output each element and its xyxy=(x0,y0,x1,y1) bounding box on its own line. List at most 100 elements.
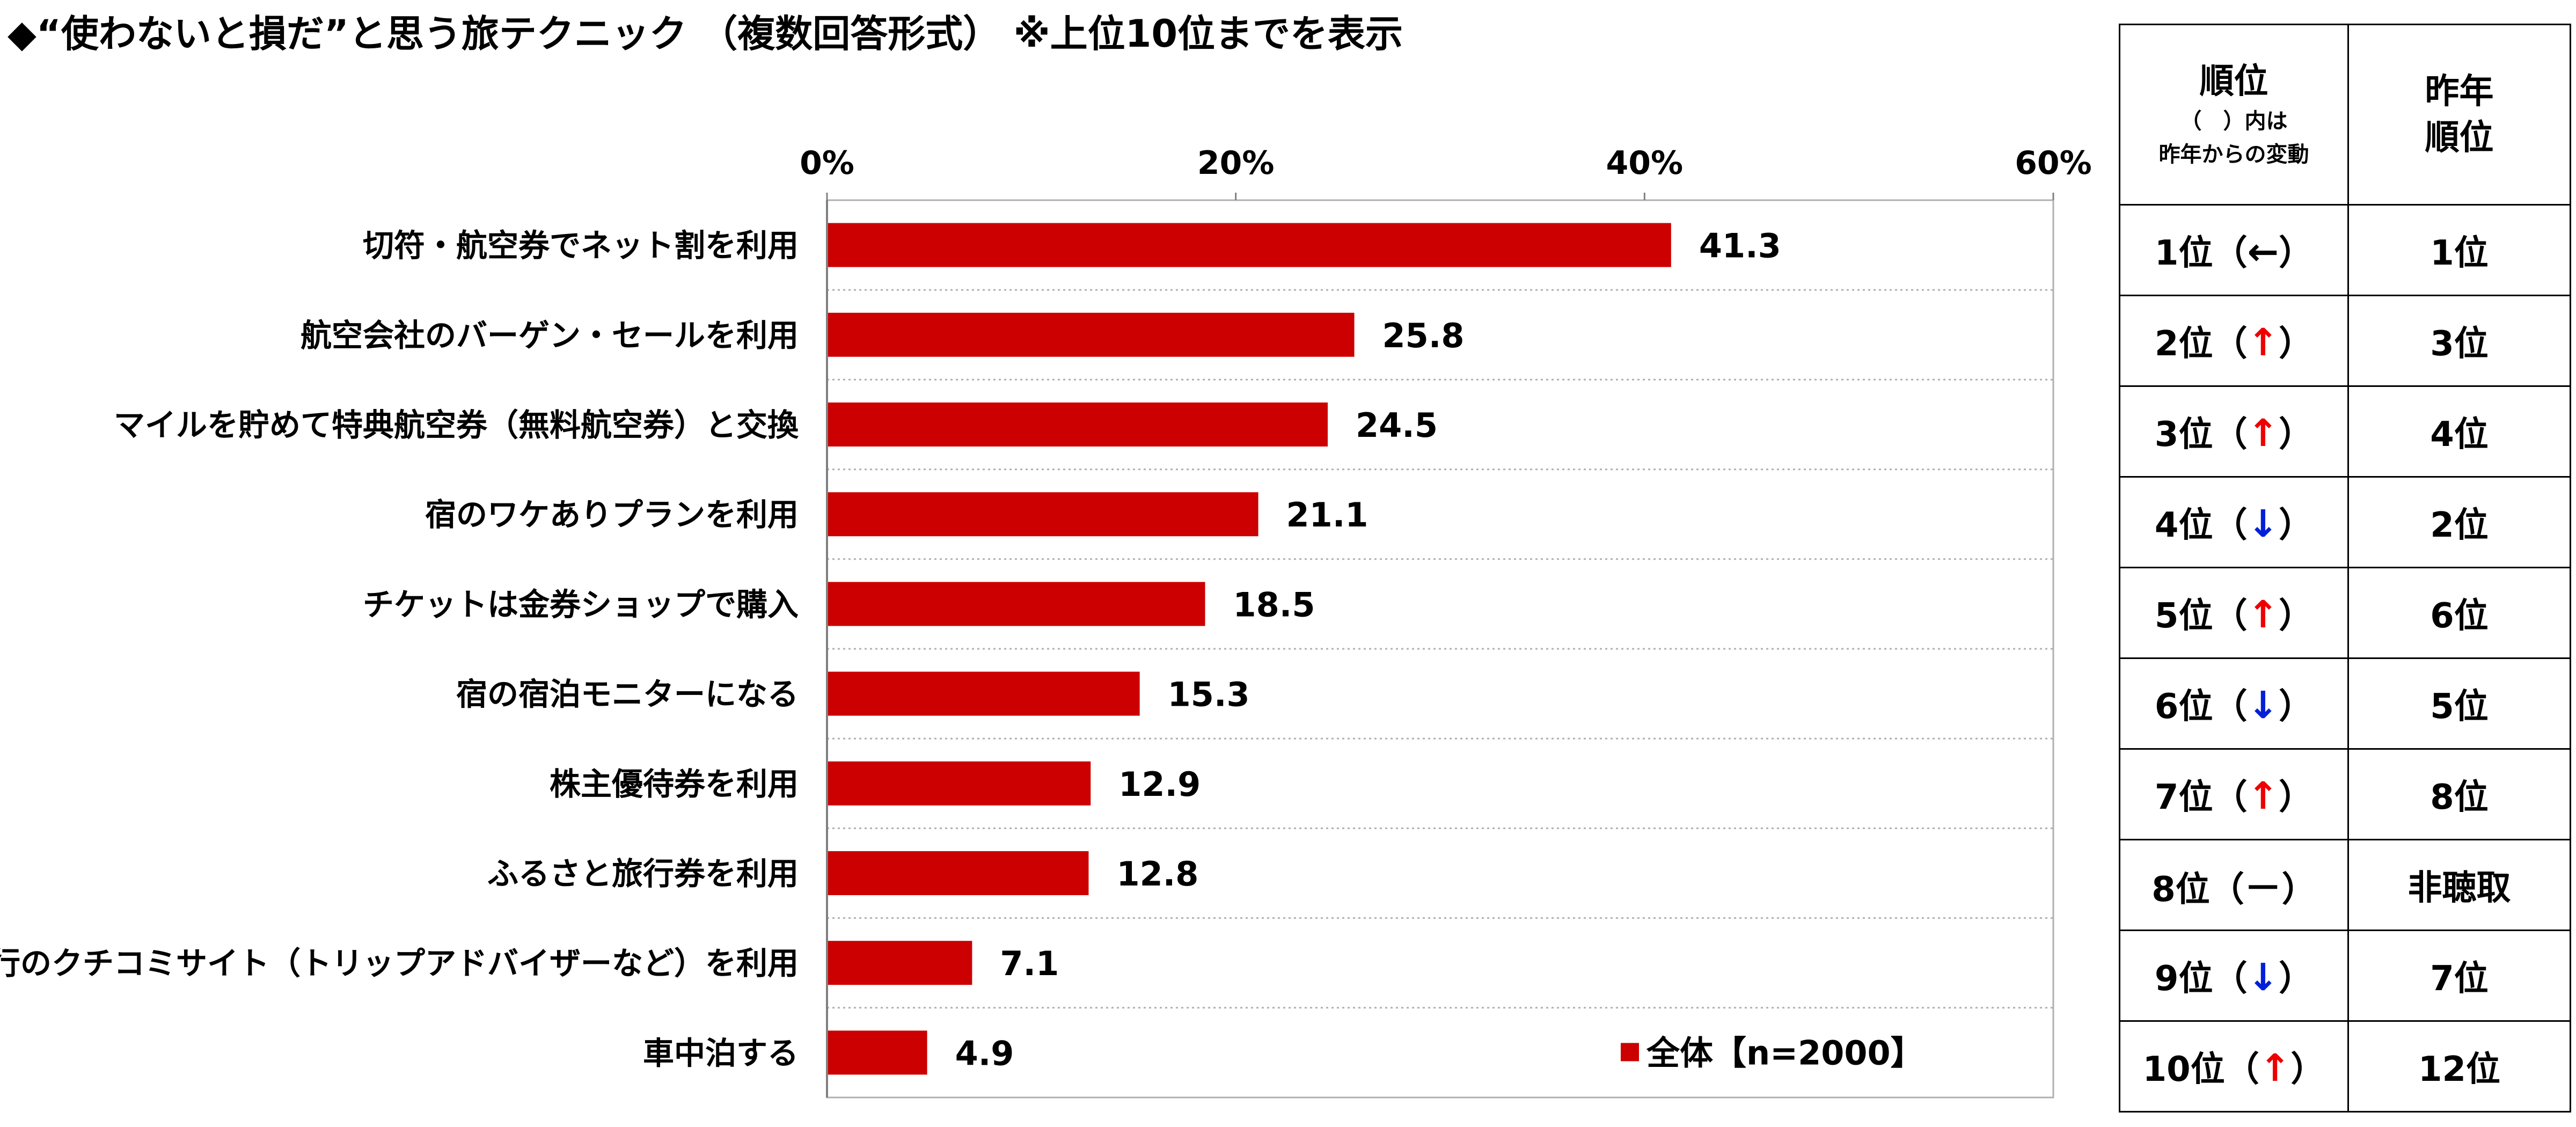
legend-swatch xyxy=(1621,1043,1639,1062)
rank-cell: 3位（↑） xyxy=(2119,385,2349,478)
previous-rank-cell: 非聴取 xyxy=(2347,839,2571,931)
rank-row: 7位（↑） 8位 xyxy=(2119,748,2571,840)
rank-cell: 9位（↓） xyxy=(2119,930,2349,1022)
x-tick-label: 0% xyxy=(800,144,854,182)
rank-open-paren: （ xyxy=(2213,778,2248,817)
previous-rank-cell: 12位 xyxy=(2347,1020,2571,1113)
rank-cell: 10位（↑） xyxy=(2119,1020,2349,1113)
category-label: チケットは金券ショップで購入 xyxy=(363,586,799,623)
up-arrow-icon: ↑ xyxy=(2247,592,2279,636)
rank-cell: 4位（↓） xyxy=(2119,476,2349,568)
rank-close-paren: ） xyxy=(2279,959,2314,999)
left-arrow-icon: ← xyxy=(2247,230,2279,274)
category-label: 旅行のクチコミサイト（トリップアドバイザーなど）を利用 xyxy=(0,945,799,982)
bar xyxy=(828,402,1328,447)
data-label: 12.8 xyxy=(1116,854,1198,894)
category-label: 切符・航空券でネット割を利用 xyxy=(363,228,799,264)
rank-value: 1位 xyxy=(2154,233,2213,273)
rank-value: 4位 xyxy=(2154,506,2213,545)
previous-rank-cell: 6位 xyxy=(2347,567,2571,659)
previous-rank-cell: 2位 xyxy=(2347,476,2571,568)
data-label: 12.9 xyxy=(1118,765,1201,804)
previous-rank-cell: 3位 xyxy=(2347,295,2571,387)
rank-open-paren: （ xyxy=(2213,233,2248,273)
data-label: 7.1 xyxy=(1000,944,1059,983)
bar xyxy=(828,851,1089,895)
rank-row: 5位（↑） 6位 xyxy=(2119,567,2571,659)
rank-row: 4位（↓） 2位 xyxy=(2119,476,2571,568)
bar xyxy=(828,582,1205,626)
rank-cell: 2位（↑） xyxy=(2119,295,2349,387)
rank-value: 6位 xyxy=(2154,687,2213,727)
rank-close-paren: ） xyxy=(2279,778,2314,817)
data-label: 15.3 xyxy=(1168,675,1250,714)
rank-table-body: 1位（←） 1位 2位（↑） 3位 3位（↑） 4位 4位（↓） 2位 5位（↑） 6位 6位（↓）… xyxy=(2119,204,2571,1113)
rank-value: 2位 xyxy=(2154,324,2213,364)
rank-row: 10位（↑） 12位 xyxy=(2119,1020,2571,1113)
rank-value: 8位 xyxy=(2151,869,2210,910)
legend-label: 全体【n=2000】 xyxy=(1646,1033,1924,1072)
rank-row: 9位（↓） 7位 xyxy=(2119,930,2571,1022)
category-label: 宿の宿泊モニターになる xyxy=(456,676,799,713)
previous-rank-cell: 1位 xyxy=(2347,204,2571,296)
bar xyxy=(828,223,1671,267)
bar-chart: 0% 20% 40% 60% 切符・航空券でネット割を利用 41.3 航空会社のバーゲン・セ… xyxy=(0,144,2092,1099)
category-label: 宿のワケありプランを利用 xyxy=(425,496,799,533)
rank-header-title: 順位 xyxy=(2199,61,2268,101)
rank-row: 3位（↑） 4位 xyxy=(2119,385,2571,478)
rank-table-header: 順位 （ ）内は 昨年からの変動 昨年 順位 xyxy=(2119,24,2571,206)
rank-value: 10位 xyxy=(2142,1050,2225,1089)
data-label: 25.8 xyxy=(1382,316,1465,355)
x-tick-label: 20% xyxy=(1197,144,1275,182)
bar xyxy=(828,312,1355,357)
bar xyxy=(828,941,972,985)
rank-value: 3位 xyxy=(2154,415,2213,455)
x-tick-label: 60% xyxy=(2015,144,2092,182)
rank-table: 順位 （ ）内は 昨年からの変動 昨年 順位 1位（←） 1位 2位（↑） 3位 3位（… xyxy=(2119,24,2571,1113)
previous-rank-cell: 8位 xyxy=(2347,748,2571,840)
previous-rank-cell: 4位 xyxy=(2347,385,2571,478)
down-arrow-icon: ↓ xyxy=(2247,502,2279,546)
up-arrow-icon: ↑ xyxy=(2247,774,2279,818)
rank-cell: 6位（↓） xyxy=(2119,657,2349,750)
rank-cell: 8位（－） xyxy=(2119,839,2349,931)
rank-row: 8位（－） 非聴取 xyxy=(2119,839,2571,931)
rank-value: 7位 xyxy=(2154,778,2213,817)
bar xyxy=(828,1030,927,1075)
rank-close-paren: ） xyxy=(2290,1050,2325,1089)
category-label: 航空会社のバーゲン・セールを利用 xyxy=(301,317,799,354)
rank-close-paren: ） xyxy=(2281,869,2316,910)
previous-rank-cell: 5位 xyxy=(2347,657,2571,750)
previous-rank-header-2: 順位 xyxy=(2425,118,2494,158)
rank-open-paren: （ xyxy=(2213,415,2248,455)
data-label: 21.1 xyxy=(1286,495,1368,535)
rank-close-paren: ） xyxy=(2279,506,2314,545)
rank-open-paren: （ xyxy=(2213,324,2248,364)
rank-header-cell: 順位 （ ）内は 昨年からの変動 xyxy=(2119,24,2349,206)
rank-close-paren: ） xyxy=(2279,233,2314,273)
bar xyxy=(828,761,1091,806)
rank-open-paren: （ xyxy=(2213,596,2248,636)
rank-close-paren: ） xyxy=(2279,687,2314,727)
bar xyxy=(828,492,1258,537)
rank-value: 9位 xyxy=(2154,959,2213,999)
rank-row: 6位（↓） 5位 xyxy=(2119,657,2571,750)
up-arrow-icon: ↑ xyxy=(2247,411,2279,455)
page-title: ◆“使わないと損だ”と思う旅テクニック （複数回答形式） ※上位10位までを表示 xyxy=(8,12,1403,56)
dash-icon: － xyxy=(2244,866,2282,910)
category-label: 車中泊する xyxy=(643,1035,799,1071)
rank-close-paren: ） xyxy=(2279,324,2314,364)
data-label: 41.3 xyxy=(1699,226,1781,266)
rank-open-paren: （ xyxy=(2213,687,2248,727)
rank-close-paren: ） xyxy=(2279,415,2314,455)
up-arrow-icon: ↑ xyxy=(2247,320,2279,364)
data-label: 4.9 xyxy=(955,1034,1014,1073)
bar xyxy=(828,671,1140,716)
previous-rank-cell: 7位 xyxy=(2347,930,2571,1022)
category-label: 株主優待券を利用 xyxy=(550,766,799,802)
rank-value: 5位 xyxy=(2154,596,2213,636)
previous-rank-header-1: 昨年 xyxy=(2425,71,2494,112)
rank-cell: 7位（↑） xyxy=(2119,748,2349,840)
rank-row: 2位（↑） 3位 xyxy=(2119,295,2571,387)
rank-cell: 1位（←） xyxy=(2119,204,2349,296)
